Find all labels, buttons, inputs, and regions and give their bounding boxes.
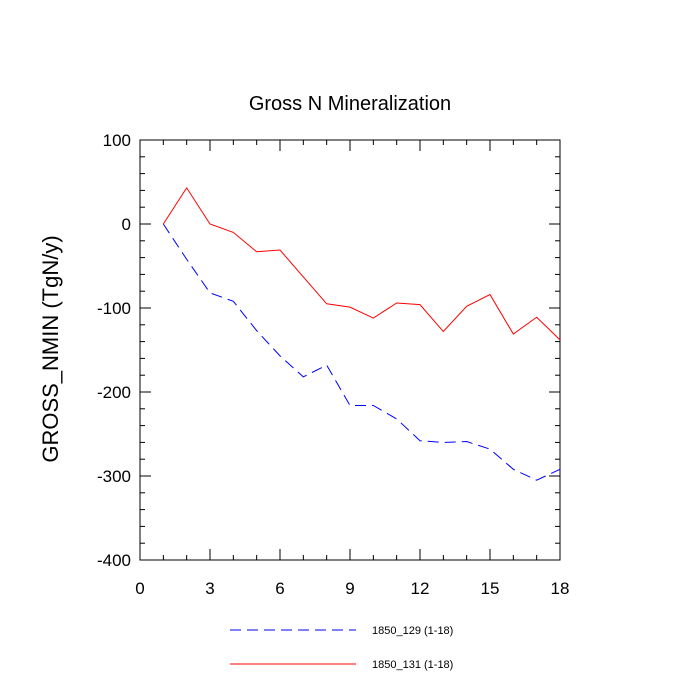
x-tick-label: 3 [205, 579, 214, 598]
x-tick-label: 12 [411, 579, 430, 598]
series-line-2 [162, 186, 561, 341]
y-tick-label: 0 [122, 215, 131, 234]
x-tick-label: 18 [551, 579, 570, 598]
legend: 1850_129 (1-18) 1850_131 (1-18) [230, 625, 453, 671]
y-tick-label: -200 [97, 383, 131, 402]
x-tick-label: 6 [275, 579, 284, 598]
x-tick-label: 15 [481, 579, 500, 598]
plot-frame [139, 139, 561, 561]
legend-label-1: 1850_129 (1-18) [372, 625, 453, 637]
series-layer [162, 186, 561, 481]
y-tick-label: -400 [97, 551, 131, 570]
chart-title: Gross N Mineralization [249, 93, 451, 115]
y-tick-label: -300 [97, 467, 131, 486]
series-line-1 [162, 223, 561, 481]
legend-label-2: 1850_131 (1-18) [372, 659, 453, 671]
axes: 0 3 6 9 12 15 18 -400 -300 -200 -100 0 100 [97, 131, 569, 598]
y-axis-label: GROSS_NMIN (TgN/y) [38, 235, 63, 462]
y-tick-label: 100 [103, 131, 131, 150]
x-tick-label: 9 [345, 579, 354, 598]
x-tick-label: 0 [135, 579, 144, 598]
y-tick-label: -100 [97, 299, 131, 318]
